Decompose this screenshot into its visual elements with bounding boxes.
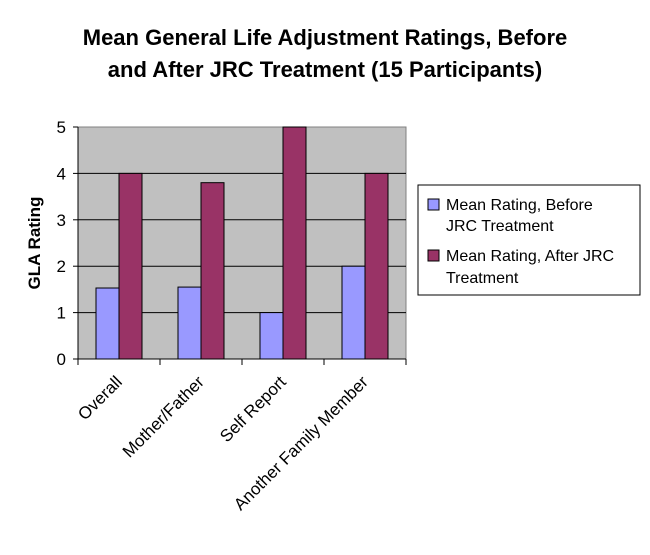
bar: [364, 172, 389, 360]
chart-title-line-1: Mean General Life Adjustment Ratings, Be…: [83, 25, 568, 50]
bars: [95, 126, 389, 360]
y-axis-label: GLA Rating: [25, 197, 44, 290]
x-tick-label: Self Report: [216, 372, 290, 446]
y-tick-label: 3: [57, 211, 66, 230]
x-tick-label: Mother/Father: [119, 372, 208, 461]
legend-swatch-after: [427, 249, 440, 262]
y-tick-label: 4: [57, 164, 66, 183]
bar: [177, 286, 202, 360]
bar: [95, 287, 120, 360]
y-tick-label: 2: [57, 257, 66, 276]
bar: [118, 172, 143, 360]
legend-label-before-line-1: Mean Rating, Before: [446, 197, 593, 214]
legend-label-before-line-2: JRC Treatment: [446, 218, 554, 235]
legend: Mean Rating, Before JRC Treatment Mean R…: [417, 184, 641, 296]
y-tick-label: 0: [57, 350, 66, 369]
y-tick-label: 5: [57, 118, 66, 137]
legend-label-after-line-2: Treatment: [446, 270, 519, 287]
bar: [200, 182, 225, 360]
legend-box: [417, 184, 641, 296]
legend-label-after-line-1: Mean Rating, After JRC: [446, 248, 614, 265]
axes: [73, 126, 407, 365]
x-tick-label: Another Family Member: [230, 372, 372, 514]
chart-title-line-2: and After JRC Treatment (15 Participants…: [108, 57, 542, 82]
legend-swatch-before: [427, 198, 440, 211]
bar: [282, 126, 307, 360]
x-tick-label: Overall: [74, 372, 126, 424]
bar: [259, 312, 284, 360]
bar: [341, 265, 366, 360]
y-tick-labels: 0 1 2 3 4 5: [57, 118, 66, 369]
y-tick-label: 1: [57, 304, 66, 323]
